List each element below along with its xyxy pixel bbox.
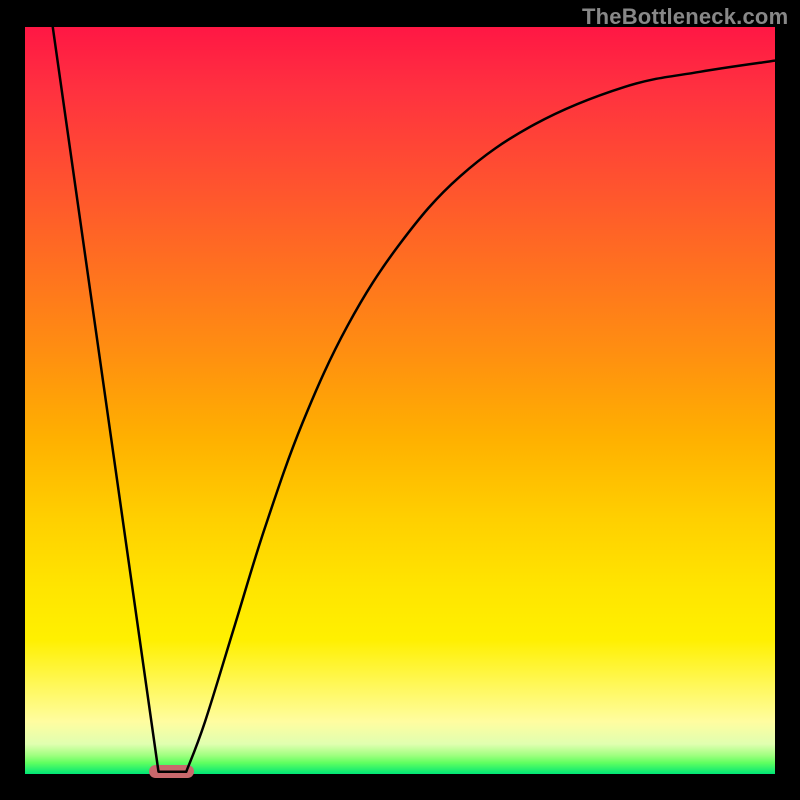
plot-area: [25, 27, 775, 774]
bottleneck-curve: [25, 27, 775, 774]
chart-frame: TheBottleneck.com: [0, 0, 800, 800]
